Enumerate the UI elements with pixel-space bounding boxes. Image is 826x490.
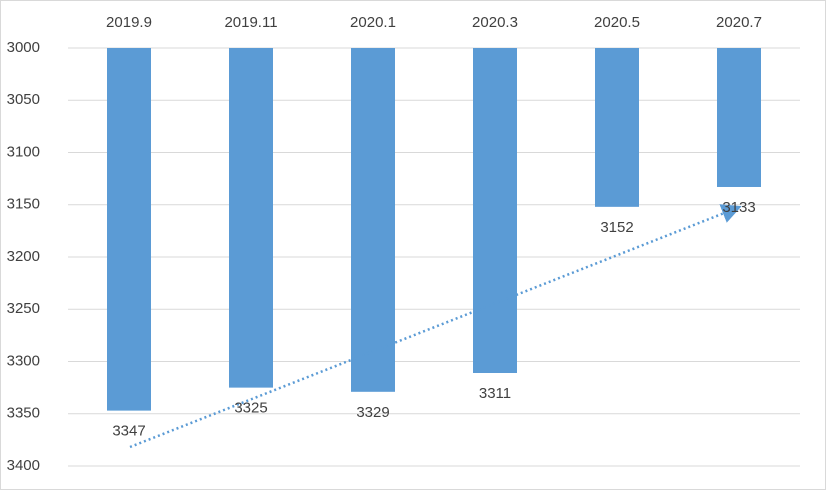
x-tick-label: 2019.11	[224, 14, 277, 31]
bar	[351, 48, 395, 392]
y-tick-label: 3300	[7, 352, 40, 369]
y-tick-label: 3000	[7, 39, 40, 56]
bar	[473, 48, 517, 373]
y-tick-label: 3100	[7, 143, 40, 160]
bar	[595, 48, 639, 207]
data-label: 3329	[356, 404, 389, 421]
data-label: 3133	[722, 199, 755, 216]
data-label: 3152	[600, 219, 633, 236]
y-tick-label: 3350	[7, 405, 40, 422]
data-label: 3311	[479, 385, 511, 402]
y-tick-label: 3400	[7, 457, 40, 474]
bar	[229, 48, 273, 388]
y-tick-label: 3250	[7, 300, 40, 317]
x-tick-label: 2019.9	[106, 14, 152, 31]
x-tick-label: 2020.3	[472, 14, 518, 31]
data-label: 3347	[112, 423, 145, 440]
x-tick-label: 2020.7	[716, 14, 762, 31]
x-tick-label: 2020.5	[594, 14, 640, 31]
y-tick-label: 3150	[7, 196, 40, 213]
x-tick-label: 2020.1	[350, 14, 396, 31]
y-tick-label: 3200	[7, 248, 40, 265]
trend-arrow	[129, 204, 742, 449]
bar	[717, 48, 761, 187]
bar	[107, 48, 151, 411]
y-tick-label: 3050	[7, 91, 40, 108]
data-label: 3325	[234, 400, 267, 417]
